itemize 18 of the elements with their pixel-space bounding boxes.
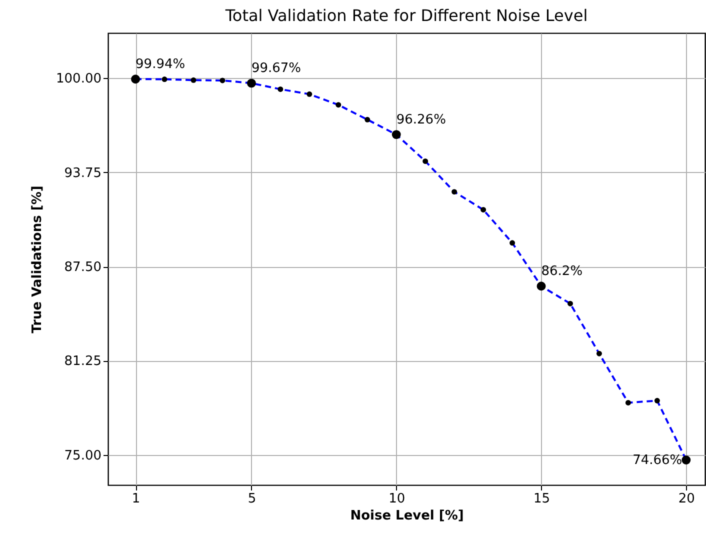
y-tick-label: 100.00: [56, 72, 102, 87]
annotation: 99.67%: [251, 61, 302, 76]
y-axis-title: True Validations [%]: [30, 186, 46, 334]
annotation: 74.66%: [632, 452, 682, 468]
annotation: 99.94%: [136, 57, 186, 72]
chart-title: Total Validation Rate for Different Noise Level: [224, 6, 588, 25]
annotation: 86.2%: [541, 264, 583, 280]
x-tick-label: 15: [533, 492, 550, 506]
x-tick-label: 1: [132, 492, 140, 506]
y-tick-label: 81.25: [64, 354, 102, 370]
x-axis-title: Noise Level [%]: [350, 508, 464, 524]
x-tick-label: 10: [388, 492, 406, 506]
x-tick-label: 5: [248, 492, 256, 506]
x-tick-label: 20: [678, 492, 695, 506]
y-tick-label: 75.00: [64, 448, 102, 464]
annotation: 96.26%: [396, 112, 446, 128]
y-tick-label: 87.50: [64, 260, 102, 276]
y-tick-label: 93.75: [64, 166, 102, 181]
